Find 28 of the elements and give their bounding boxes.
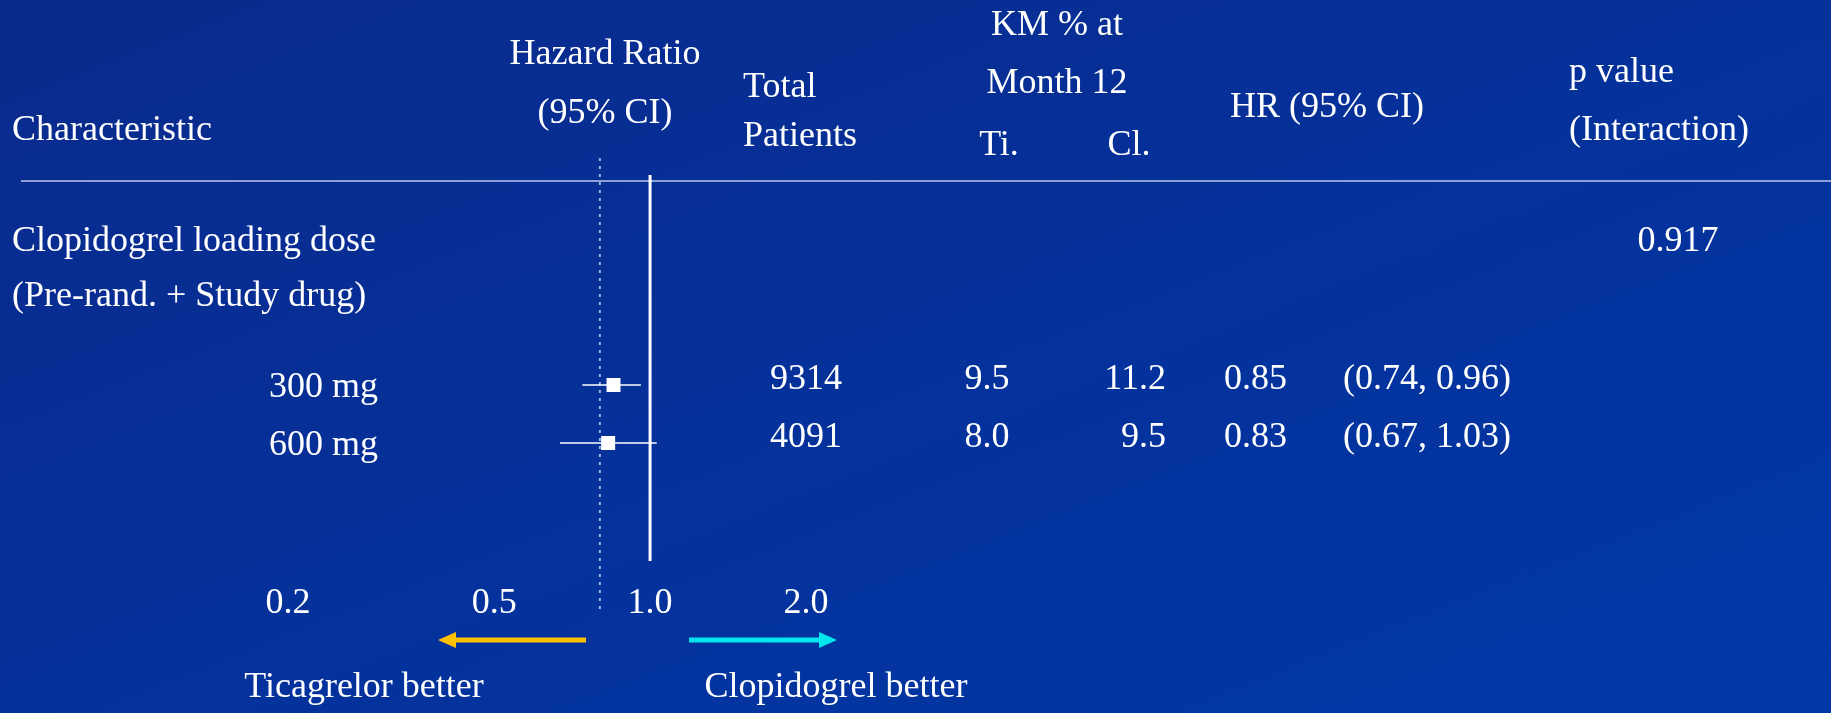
y-tick-label: 300 mg (269, 365, 379, 405)
text: Clopidogrel better (704, 665, 968, 705)
text: Characteristic (12, 108, 212, 148)
text: (0.67, 1.03) (1343, 415, 1511, 455)
text: Total Patients (743, 65, 857, 154)
text: 9.5 (964, 357, 1010, 397)
text: 0.85 (1224, 357, 1287, 397)
text: Clopidogrel loading dose (Pre-rand. + Study drug) (12, 219, 376, 314)
x-tick-label: 2.0 (783, 581, 829, 621)
text: Hazard Ratio (95% CI) (509, 32, 701, 131)
text: 0.917 (1637, 219, 1719, 259)
text: Ticagrelor better (244, 665, 484, 705)
text: p value (Interaction) (1569, 50, 1749, 148)
x-tick-label: 0.2 (265, 581, 311, 621)
y-tick-label: 600 mg (269, 423, 379, 463)
text: 0.83 (1224, 415, 1287, 455)
text: Ti. (979, 123, 1019, 163)
text: 8.0 (964, 415, 1010, 455)
text: KM % at Month 12 (986, 3, 1128, 101)
x-tick-label: 1.0 (627, 581, 673, 621)
text: 9.5 (1121, 415, 1166, 455)
annotation: 4091 (770, 415, 842, 455)
text: HR (95% CI) (1230, 85, 1424, 125)
text: (0.74, 0.96) (1343, 357, 1511, 397)
x-tick-label: 0.5 (471, 581, 517, 621)
text: Cl. (1107, 123, 1151, 163)
annotation: 9314 (770, 357, 842, 397)
text: 11.2 (1104, 357, 1166, 397)
